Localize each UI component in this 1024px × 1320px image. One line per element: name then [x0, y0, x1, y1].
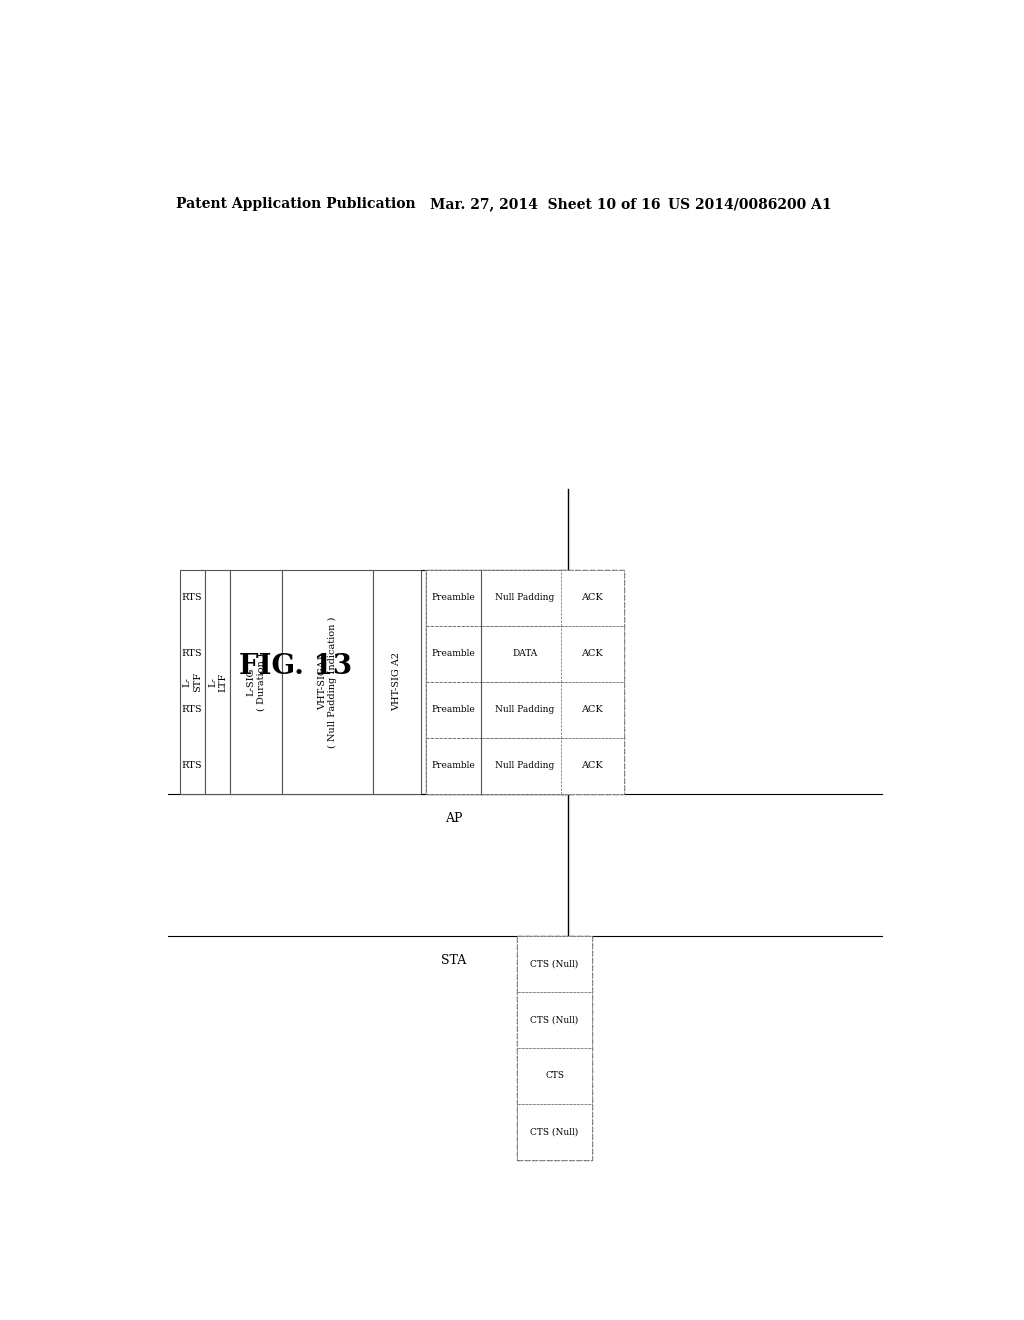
Text: Patent Application Publication: Patent Application Publication [176, 197, 416, 211]
Text: Null Padding: Null Padding [496, 594, 554, 602]
Text: RTS: RTS [181, 594, 202, 602]
Text: ACK: ACK [582, 705, 603, 714]
Text: DATA: DATA [512, 649, 538, 659]
FancyBboxPatch shape [517, 1048, 592, 1104]
Text: CTS (Null): CTS (Null) [530, 1015, 579, 1024]
FancyBboxPatch shape [481, 738, 568, 793]
Text: US 2014/0086200 A1: US 2014/0086200 A1 [668, 197, 831, 211]
Text: CTS (Null): CTS (Null) [530, 1127, 579, 1137]
FancyBboxPatch shape [426, 570, 481, 626]
FancyBboxPatch shape [230, 570, 282, 793]
Text: STA: STA [440, 954, 466, 968]
Text: RTS: RTS [181, 649, 202, 659]
Text: ACK: ACK [582, 594, 603, 602]
FancyBboxPatch shape [179, 570, 205, 793]
Text: ACK: ACK [582, 649, 603, 659]
Text: AP: AP [444, 812, 462, 825]
Text: RTS: RTS [181, 705, 202, 714]
Text: ACK: ACK [582, 762, 603, 770]
FancyBboxPatch shape [517, 936, 592, 991]
FancyBboxPatch shape [481, 570, 568, 626]
Text: FIG. 13: FIG. 13 [240, 653, 352, 680]
FancyBboxPatch shape [517, 1104, 592, 1159]
FancyBboxPatch shape [560, 570, 624, 626]
FancyBboxPatch shape [517, 936, 592, 1159]
FancyBboxPatch shape [560, 570, 624, 793]
Text: CTS (Null): CTS (Null) [530, 960, 579, 969]
Text: Preamble: Preamble [431, 762, 475, 770]
Text: Null Padding: Null Padding [496, 762, 554, 770]
Text: Mar. 27, 2014  Sheet 10 of 16: Mar. 27, 2014 Sheet 10 of 16 [430, 197, 660, 211]
FancyBboxPatch shape [426, 570, 568, 793]
Text: Preamble: Preamble [431, 649, 475, 659]
FancyBboxPatch shape [560, 738, 624, 793]
Text: VHT-SIGA1
( Null Padding Indication ): VHT-SIGA1 ( Null Padding Indication ) [317, 616, 337, 747]
FancyBboxPatch shape [481, 682, 568, 738]
Text: CTS: CTS [545, 1072, 564, 1080]
Text: L-SIG
( Duration ): L-SIG ( Duration ) [247, 653, 266, 710]
FancyBboxPatch shape [560, 626, 624, 682]
FancyBboxPatch shape [282, 570, 373, 793]
Text: L-
STF: L- STF [182, 672, 202, 692]
Text: Preamble: Preamble [431, 594, 475, 602]
FancyBboxPatch shape [481, 626, 568, 682]
Text: VHT-SIG A2: VHT-SIG A2 [392, 652, 401, 711]
FancyBboxPatch shape [426, 682, 481, 738]
FancyBboxPatch shape [426, 626, 481, 682]
FancyBboxPatch shape [205, 570, 230, 793]
Text: Null Padding: Null Padding [496, 705, 554, 714]
Text: Preamble: Preamble [431, 705, 475, 714]
FancyBboxPatch shape [426, 738, 481, 793]
FancyBboxPatch shape [373, 570, 421, 793]
FancyBboxPatch shape [560, 682, 624, 738]
Text: L-
LTF: L- LTF [208, 672, 227, 692]
Text: RTS: RTS [181, 762, 202, 770]
FancyBboxPatch shape [517, 991, 592, 1048]
